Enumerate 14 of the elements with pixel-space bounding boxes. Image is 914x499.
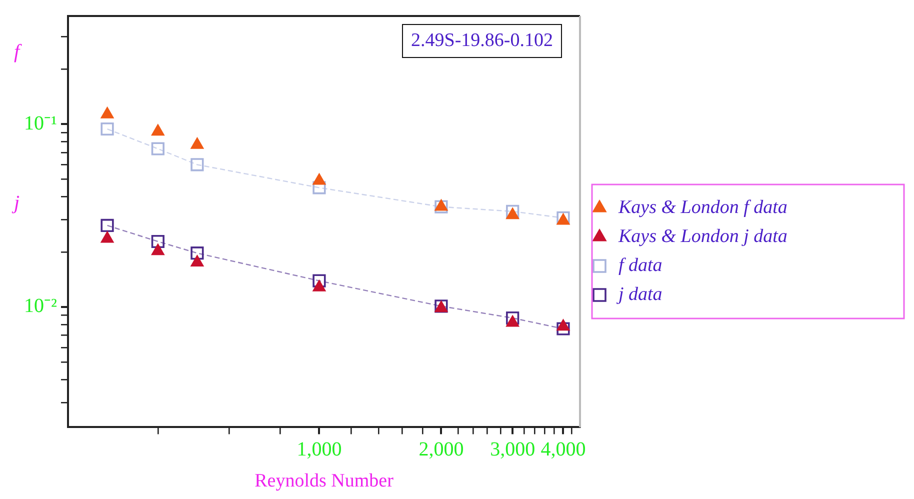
legend-label: Kays & London f data [618,197,788,218]
text: j [14,192,20,215]
y-tick-label: 10⁻² [24,295,57,318]
x-tick-label: 4,000 [540,438,586,460]
y-tick-label: 10⁻¹ [24,112,57,134]
legend-label: Kays & London j data [618,226,788,247]
x-tick-label: 2,000 [418,438,464,460]
y-axis-title: f [14,41,20,64]
legend-label: f data [618,255,662,276]
x-tick-label: 3,000 [490,438,536,460]
x-axis-title: Reynolds Number [254,470,394,492]
legend-label: j data [616,284,662,305]
x-tick-label: 1,000 [296,438,342,460]
annotation: 2.49S-19.86-0.102 [402,24,562,58]
